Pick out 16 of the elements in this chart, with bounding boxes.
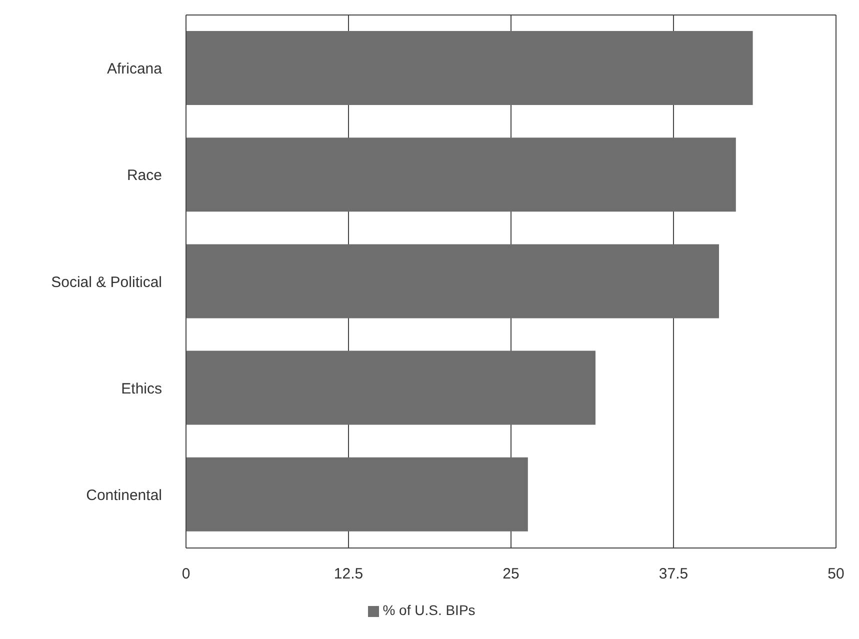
- x-tick-label: 25: [502, 566, 520, 583]
- x-tick-label: 37.5: [658, 566, 688, 583]
- y-tick-label: Race: [126, 167, 162, 184]
- x-tick-label: 0: [182, 566, 190, 583]
- bar: [186, 350, 596, 425]
- bar: [186, 244, 719, 318]
- legend-label: % of U.S. BIPs: [382, 602, 476, 618]
- y-tick-label: Ethics: [121, 380, 162, 398]
- y-tick-label: Continental: [86, 487, 162, 504]
- y-tick-label: Social & Political: [51, 274, 162, 291]
- bar: [186, 138, 736, 212]
- y-tick-label: Africana: [106, 60, 163, 78]
- x-tick-label: 12.5: [334, 566, 364, 583]
- bar: [186, 457, 528, 532]
- x-tick-label: 50: [828, 566, 844, 583]
- bar: [186, 31, 753, 105]
